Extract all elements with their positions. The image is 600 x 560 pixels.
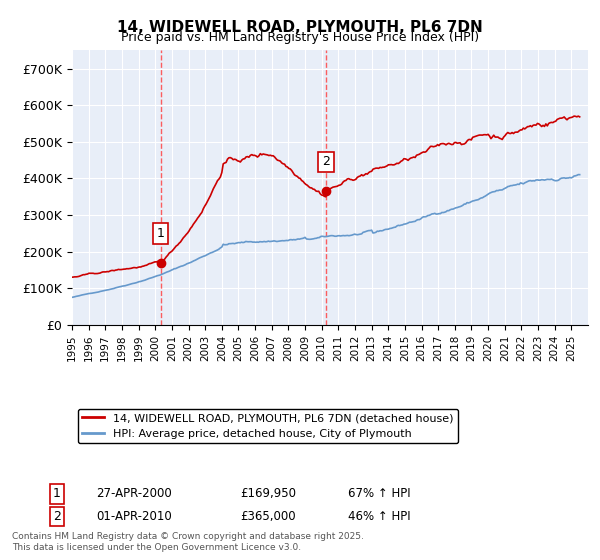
Text: Contains HM Land Registry data © Crown copyright and database right 2025.
This d: Contains HM Land Registry data © Crown c… xyxy=(12,532,364,552)
Text: £169,950: £169,950 xyxy=(240,487,296,501)
Text: 67% ↑ HPI: 67% ↑ HPI xyxy=(348,487,410,501)
Text: £365,000: £365,000 xyxy=(240,510,296,523)
Text: 27-APR-2000: 27-APR-2000 xyxy=(96,487,172,501)
Text: Price paid vs. HM Land Registry's House Price Index (HPI): Price paid vs. HM Land Registry's House … xyxy=(121,31,479,44)
Text: 14, WIDEWELL ROAD, PLYMOUTH, PL6 7DN: 14, WIDEWELL ROAD, PLYMOUTH, PL6 7DN xyxy=(117,20,483,35)
Text: 2: 2 xyxy=(322,156,330,169)
Legend: 14, WIDEWELL ROAD, PLYMOUTH, PL6 7DN (detached house), HPI: Average price, detac: 14, WIDEWELL ROAD, PLYMOUTH, PL6 7DN (de… xyxy=(77,409,458,443)
Text: 2: 2 xyxy=(53,510,61,523)
Text: 46% ↑ HPI: 46% ↑ HPI xyxy=(348,510,410,523)
Text: 1: 1 xyxy=(157,227,164,240)
Text: 01-APR-2010: 01-APR-2010 xyxy=(96,510,172,523)
Text: 1: 1 xyxy=(53,487,61,501)
